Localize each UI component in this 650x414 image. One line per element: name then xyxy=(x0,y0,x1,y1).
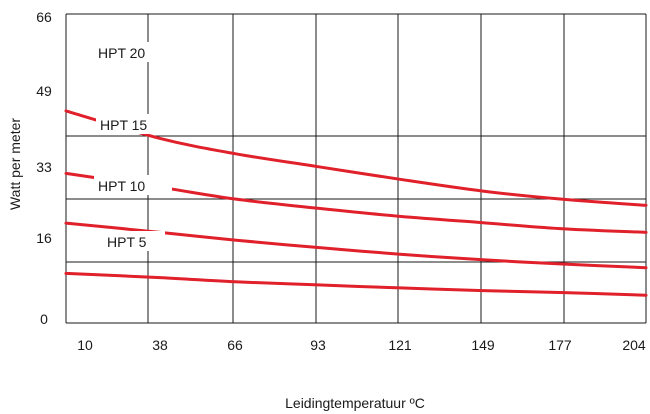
series-label-hpt-10: HPT 10 xyxy=(98,178,145,194)
series-label-group: HPT 5 xyxy=(103,231,165,251)
tick-labels: 10 38 66 93 121 149 177 204 0 16 33 49 66 xyxy=(36,9,646,353)
y-tick-label: 66 xyxy=(36,9,52,25)
y-tick-label: 49 xyxy=(36,83,52,99)
label-background xyxy=(103,231,165,251)
x-tick-label: 38 xyxy=(152,337,168,353)
series-label-group: HPT 15 xyxy=(96,114,176,134)
y-tick-label: 16 xyxy=(36,230,52,246)
series-line-hpt-20 xyxy=(64,109,648,207)
series-label-group: HPT 20 xyxy=(94,42,172,62)
x-tick-label: 204 xyxy=(622,337,646,353)
x-axis-label: Leidingtemperatuur ºC xyxy=(285,395,425,411)
label-background xyxy=(96,114,176,134)
series-label-hpt-20: HPT 20 xyxy=(98,45,145,61)
series-line-hpt-10 xyxy=(64,221,648,270)
x-tick-label: 66 xyxy=(227,337,243,353)
series-label-group: HPT 10 xyxy=(94,175,172,195)
x-tick-label: 10 xyxy=(77,337,93,353)
series-curves xyxy=(64,109,648,297)
x-tick-label: 121 xyxy=(388,337,412,353)
series-label-hpt-5: HPT 5 xyxy=(107,234,147,250)
label-background xyxy=(94,175,172,195)
x-tick-label: 93 xyxy=(310,337,326,353)
y-tick-label: 0 xyxy=(40,311,48,327)
x-tick-label: 149 xyxy=(471,337,495,353)
series-label-hpt-15: HPT 15 xyxy=(100,117,147,133)
label-background xyxy=(94,42,172,62)
y-axis-label: Watt per meter xyxy=(7,118,23,210)
x-tick-label: 177 xyxy=(548,337,572,353)
y-tick-label: 33 xyxy=(36,159,52,175)
series-line-hpt-5 xyxy=(64,271,648,297)
series-labels: HPT 20 HPT 15 HPT 10 HPT 5 xyxy=(94,42,176,251)
